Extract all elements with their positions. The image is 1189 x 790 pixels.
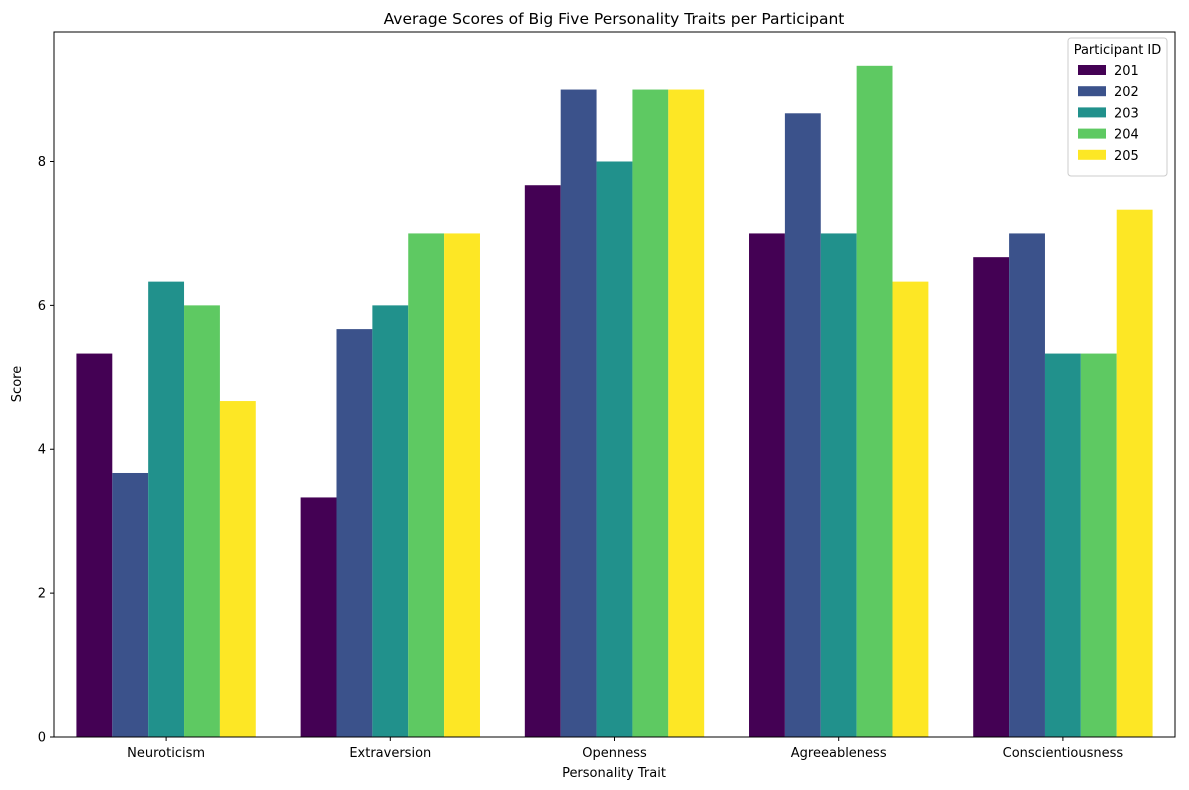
legend: Participant ID 201 202 203 204 205 [1067,37,1168,177]
x-tick-label: Openness [582,746,647,761]
y-tick-label: 6 [38,299,46,314]
bar-extraversion-202 [336,329,373,737]
bar-conscientiousness-204 [1080,353,1117,737]
bar-agreeableness-201 [749,233,785,737]
legend-label-201: 201 [1114,64,1139,79]
bar-neuroticism-203 [148,281,185,737]
bar-agreeableness-203 [820,233,857,737]
bar-openness-203 [596,161,633,737]
bar-extraversion-203 [372,305,409,737]
x-tick-label: Agreeableness [791,746,887,761]
legend-label-202: 202 [1114,85,1139,100]
bar-extraversion-201 [300,497,337,737]
bar-neuroticism-205 [219,401,256,737]
x-tick-label: Neuroticism [127,746,205,761]
y-tick-label: 2 [38,587,46,602]
bar-agreeableness-202 [784,113,821,737]
chart-title: Average Scores of Big Five Personality T… [384,10,845,28]
x-axis: Neuroticism Extraversion Openness Agreeable… [127,737,1123,761]
y-tick-label: 8 [38,155,46,170]
bar-openness-205 [668,89,705,737]
bar-conscientiousness-205 [1116,209,1153,737]
legend-label-204: 204 [1114,128,1139,143]
bar-openness-201 [524,185,561,737]
legend-swatch-203 [1078,107,1106,118]
legend-items: 201 202 203 204 205 [1078,64,1139,164]
x-axis-label: Personality Trait [562,766,666,781]
x-tick-label: Conscientiousness [1003,746,1124,761]
bar-conscientiousness-203 [1044,353,1081,737]
bar-agreeableness-205 [892,281,929,737]
bar-neuroticism-202 [112,472,149,737]
bar-openness-204 [632,89,669,737]
bar-extraversion-204 [408,233,445,737]
legend-swatch-202 [1078,86,1106,97]
y-axis: 0 2 4 6 8 [38,155,54,746]
bar-neuroticism-201 [76,353,113,737]
bar-conscientiousness-201 [973,257,1010,737]
legend-swatch-201 [1078,65,1106,75]
y-tick-label: 4 [38,443,46,458]
legend-swatch-205 [1078,149,1106,160]
bar-agreeableness-204 [856,65,893,738]
bar-openness-202 [560,89,597,737]
legend-label-203: 203 [1114,106,1139,121]
y-tick-label: 0 [38,731,46,746]
bar-conscientiousness-202 [1009,233,1045,737]
bar-neuroticism-204 [184,305,220,737]
legend-title: Participant ID [1074,43,1162,58]
bars-layer [76,65,1153,738]
legend-label-205: 205 [1114,149,1139,164]
legend-swatch-204 [1078,128,1106,139]
bar-extraversion-205 [444,233,480,737]
x-tick-label: Extraversion [349,746,431,761]
y-axis-label: Score [10,366,25,402]
